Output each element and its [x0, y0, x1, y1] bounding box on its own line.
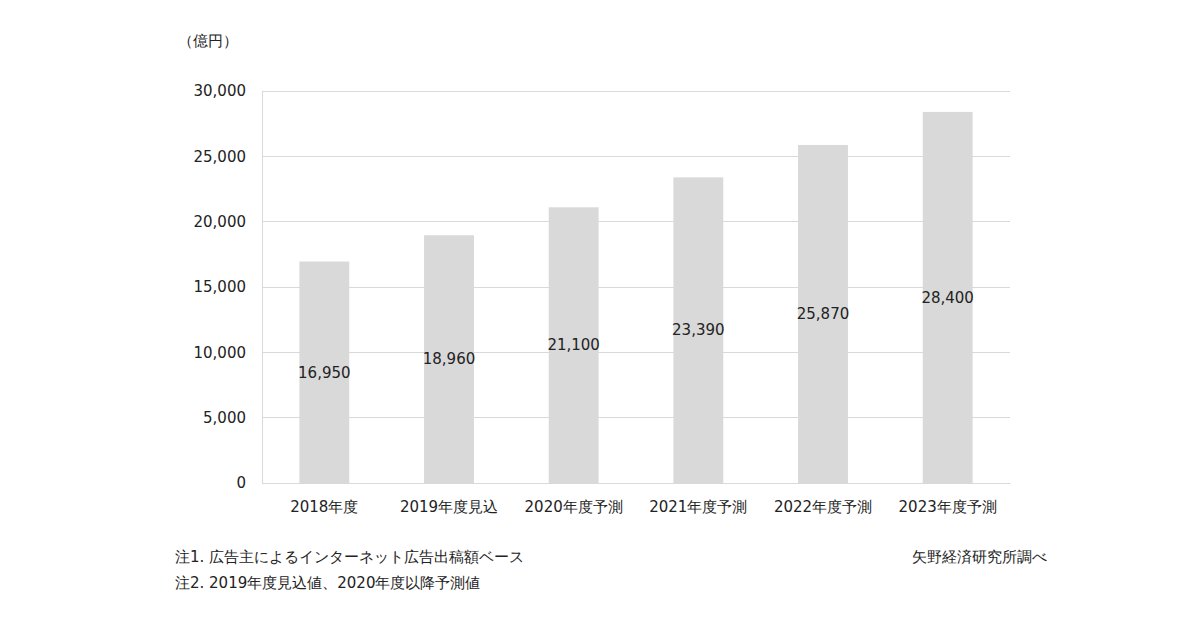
x-tick: 2020年度予測 [525, 483, 623, 516]
y-tick: 20,000 [194, 213, 263, 231]
data-label: 18,960 [423, 350, 476, 368]
y-tick: 25,000 [194, 148, 263, 166]
grid-line [262, 91, 1010, 92]
y-tick: 10,000 [194, 344, 263, 362]
x-tick-label: 2023年度予測 [899, 498, 997, 516]
grid-line [262, 483, 1010, 484]
y-tick-label: 20,000 [194, 213, 247, 231]
bars [299, 112, 972, 483]
y-tick: 15,000 [194, 278, 263, 296]
x-tick-label: 2021年度予測 [649, 498, 747, 516]
grid-line [262, 221, 1010, 222]
y-tick-label: 15,000 [194, 278, 247, 296]
grid-line [262, 287, 1010, 288]
data-label: 23,390 [672, 321, 725, 339]
x-tick: 2021年度予測 [649, 483, 747, 516]
y-tick: 0 [236, 474, 262, 492]
data-labels: 16,950 18,960 21,100 23,390 25,870 28,400 [298, 289, 974, 382]
y-tick-label: 5,000 [203, 409, 246, 427]
x-tick-label: 2020年度予測 [525, 498, 623, 516]
data-label: 21,100 [547, 336, 600, 354]
y-tick-label: 25,000 [194, 148, 247, 166]
x-tick-label: 2022年度予測 [774, 498, 872, 516]
grid-line [262, 417, 1010, 418]
note: 注1. 広告主によるインターネット広告出稿額ベース [175, 548, 524, 566]
x-axis-line [263, 483, 1011, 484]
data-label: 25,870 [797, 305, 850, 323]
x-axis: 2018年度 2019年度見込 2020年度予測 2021年度予測 2022年度予測 20… [263, 483, 1011, 516]
y-tick-label: 30,000 [194, 82, 247, 100]
grid-line [262, 156, 1010, 157]
x-tick: 2018年度 [290, 483, 358, 516]
data-label: 28,400 [921, 289, 974, 307]
grid-line [262, 352, 1010, 353]
grid [262, 91, 1010, 483]
y-tick-label: 0 [236, 474, 246, 492]
x-tick: 2022年度予測 [774, 483, 872, 516]
note: 注2. 2019年度見込値、2020年度以降予測値 [175, 574, 480, 592]
y-tick-label: 10,000 [194, 344, 247, 362]
y-tick: 5,000 [203, 409, 262, 427]
chart: 0 5,000 10,000 15,000 20,000 25,000 30,000 2018… [0, 0, 1200, 630]
source: 矢野経済研究所調べ [912, 548, 1047, 566]
data-label: 16,950 [298, 364, 351, 382]
x-tick: 2023年度予測 [899, 483, 997, 516]
x-tick-label: 2019年度見込 [400, 498, 498, 516]
y-axis-line [262, 92, 263, 484]
y-axis: 0 5,000 10,000 15,000 20,000 25,000 30,000 [194, 82, 263, 492]
y-axis-title: （億円） [178, 32, 238, 50]
x-tick: 2019年度見込 [400, 483, 498, 516]
y-tick: 30,000 [194, 82, 263, 100]
x-tick-label: 2018年度 [290, 498, 358, 516]
